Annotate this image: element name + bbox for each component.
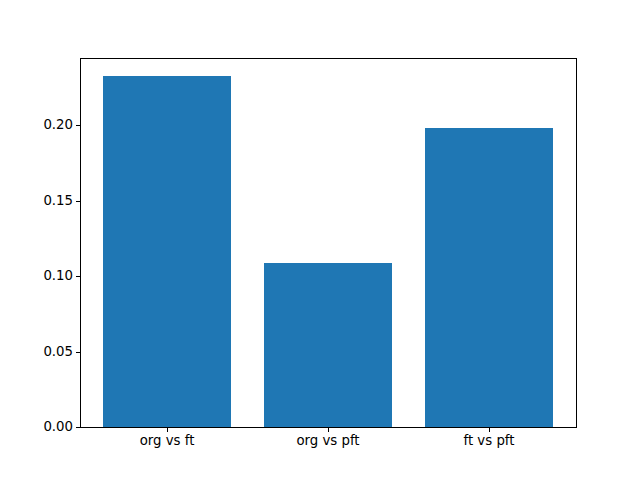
y-tick-label: 0.20 <box>13 117 73 133</box>
y-tick-mark <box>76 276 80 277</box>
x-tick-mark <box>328 428 329 432</box>
x-tick-mark <box>167 428 168 432</box>
y-tick-label: 0.05 <box>13 344 73 360</box>
figure: 0.00 0.05 0.10 0.15 0.20 org vs ft org vs pft f… <box>0 0 640 480</box>
bar-ft-vs-pft <box>425 128 554 427</box>
y-tick-label: 0.10 <box>13 268 73 284</box>
bar-org-vs-pft <box>264 263 393 427</box>
x-tick-label: ft vs pft <box>429 433 549 449</box>
bars-layer <box>80 58 577 427</box>
y-tick-mark <box>76 427 80 428</box>
x-tick-mark <box>489 428 490 432</box>
bar-org-vs-ft <box>103 76 232 427</box>
y-tick-mark <box>76 352 80 353</box>
y-tick-label: 0.00 <box>13 419 73 435</box>
y-tick-mark <box>76 125 80 126</box>
y-tick-label: 0.15 <box>13 193 73 209</box>
x-tick-label: org vs pft <box>268 433 388 449</box>
y-tick-mark <box>76 201 80 202</box>
x-tick-label: org vs ft <box>107 433 227 449</box>
